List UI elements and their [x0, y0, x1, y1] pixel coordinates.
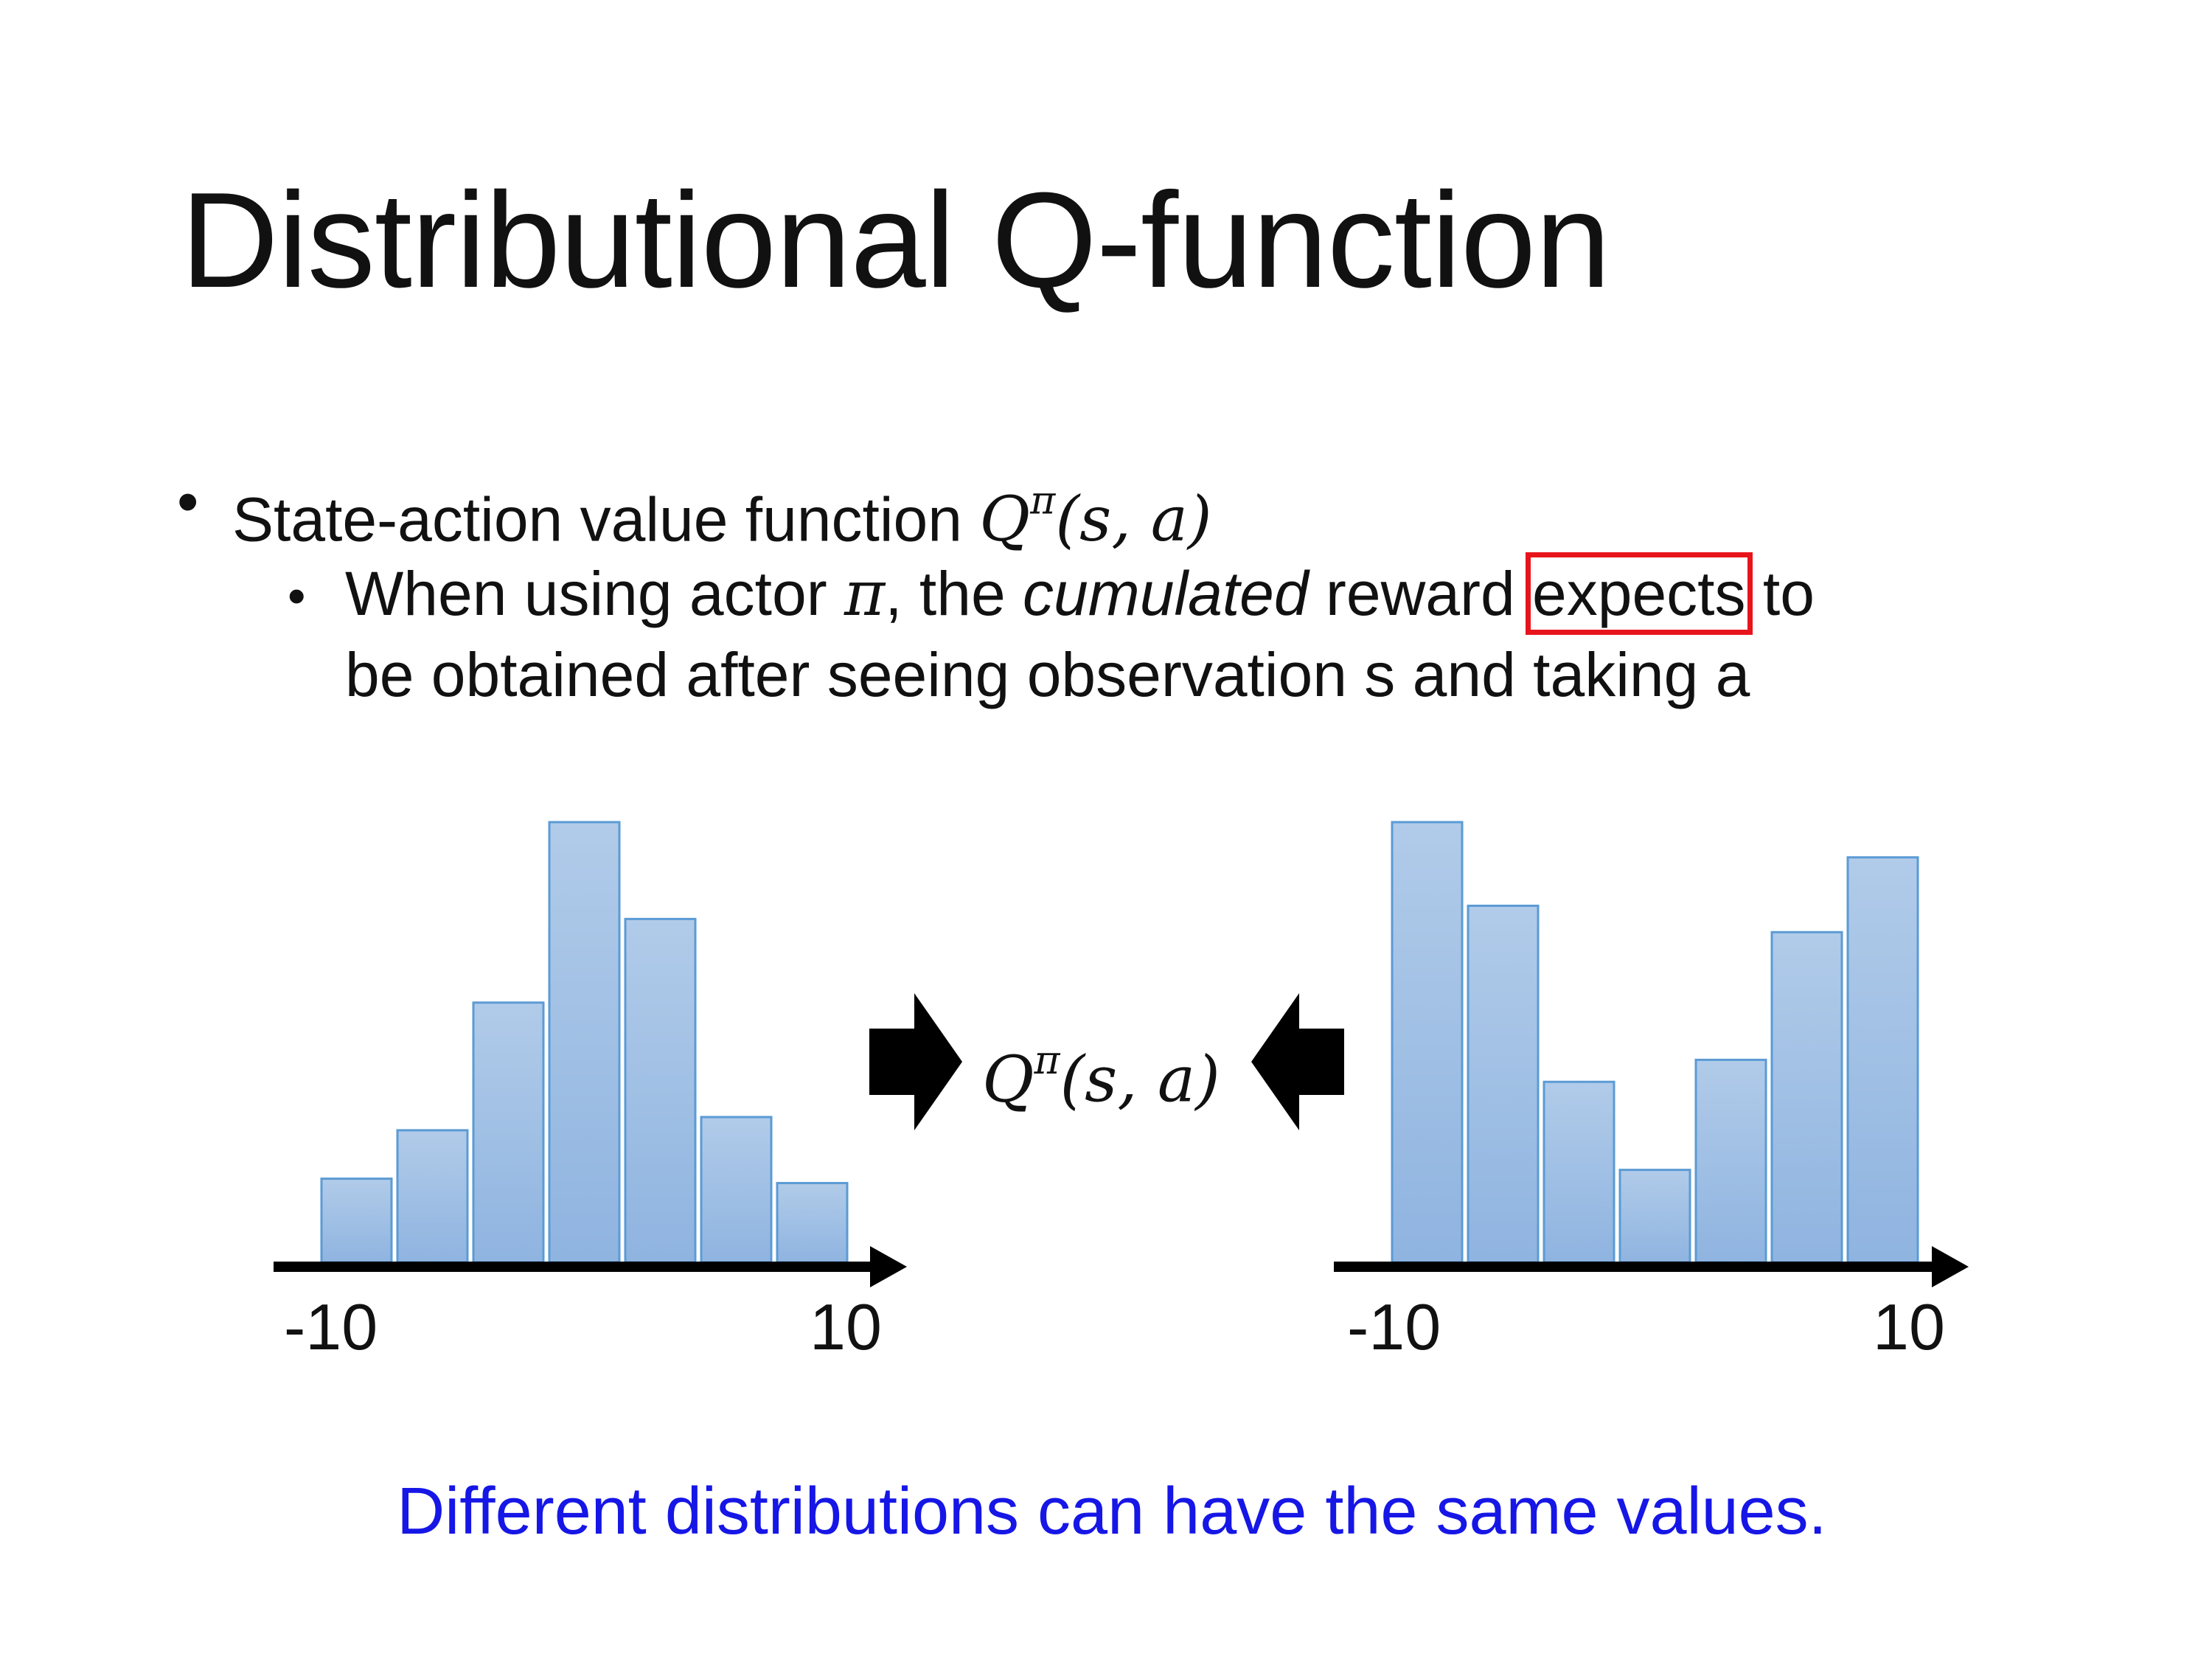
histogram-bar: [1543, 1080, 1615, 1264]
histogram-bar: [624, 917, 697, 1264]
block-arrow-left-icon: [1251, 993, 1344, 1130]
block-arrow-right-icon: [869, 993, 962, 1130]
q-args: (s, a): [1055, 483, 1212, 556]
histogram-bar: [776, 1182, 849, 1264]
histogram-bar: [320, 1178, 393, 1264]
histogram-bar: [1770, 931, 1843, 1264]
q-args: (s, a): [1060, 1043, 1220, 1117]
right-tick-max: 10: [1873, 1290, 1945, 1363]
pi-symbol: π: [844, 557, 886, 630]
left-tick-min: -10: [284, 1290, 378, 1363]
bullet-2-line-2: be obtained after seeing observation s a…: [345, 640, 1750, 709]
histogram-bar: [396, 1129, 469, 1264]
caption: Different distributions can have the sam…: [397, 1475, 1827, 1548]
slide-title: Distributional Q-function: [181, 164, 1611, 316]
bullet-2-line-1: When using actor π, the cumulated reward…: [345, 552, 1815, 635]
bullet-dot: •: [177, 467, 199, 536]
bullet-1: State-action value function Qπ(s, a): [232, 465, 1212, 556]
histogram-bar: [1846, 856, 1919, 1264]
pi-superscript: π: [1034, 1037, 1060, 1083]
histogram-bar: [1618, 1169, 1691, 1264]
q-letter: Q: [979, 483, 1031, 556]
b2-pre: When using actor: [345, 559, 845, 628]
q-letter: Q: [982, 1043, 1034, 1117]
pi-superscript: π: [1030, 479, 1056, 524]
histogram-bar: [548, 821, 621, 1264]
right-tick-min: -10: [1347, 1290, 1441, 1363]
left-tick-max: 10: [810, 1290, 882, 1363]
center-q-formula: Qπ(s, a): [982, 1023, 1220, 1116]
highlighted-word-expects: expects: [1526, 552, 1753, 635]
left-histogram: [320, 821, 849, 1264]
q-symbol: Qπ(s, a): [979, 479, 1212, 556]
left-axis-arrowhead-icon: [870, 1246, 907, 1287]
sub-bullet-dot: •: [288, 567, 306, 625]
histogram-bar: [472, 1001, 545, 1264]
b2-mid1: , the: [885, 559, 1023, 628]
b2-post: to: [1745, 559, 1815, 628]
right-histogram: [1391, 821, 1919, 1264]
histogram-bar: [1467, 904, 1540, 1264]
histogram-bar: [1391, 821, 1464, 1264]
histogram-bar: [700, 1116, 773, 1264]
b2-italic: cumulated: [1023, 559, 1309, 628]
right-axis-arrowhead-icon: [1932, 1246, 1969, 1287]
histogram-bar: [1694, 1058, 1767, 1264]
b2-mid2: reward: [1308, 559, 1533, 628]
bullet-1-text: State-action value function: [232, 484, 980, 554]
